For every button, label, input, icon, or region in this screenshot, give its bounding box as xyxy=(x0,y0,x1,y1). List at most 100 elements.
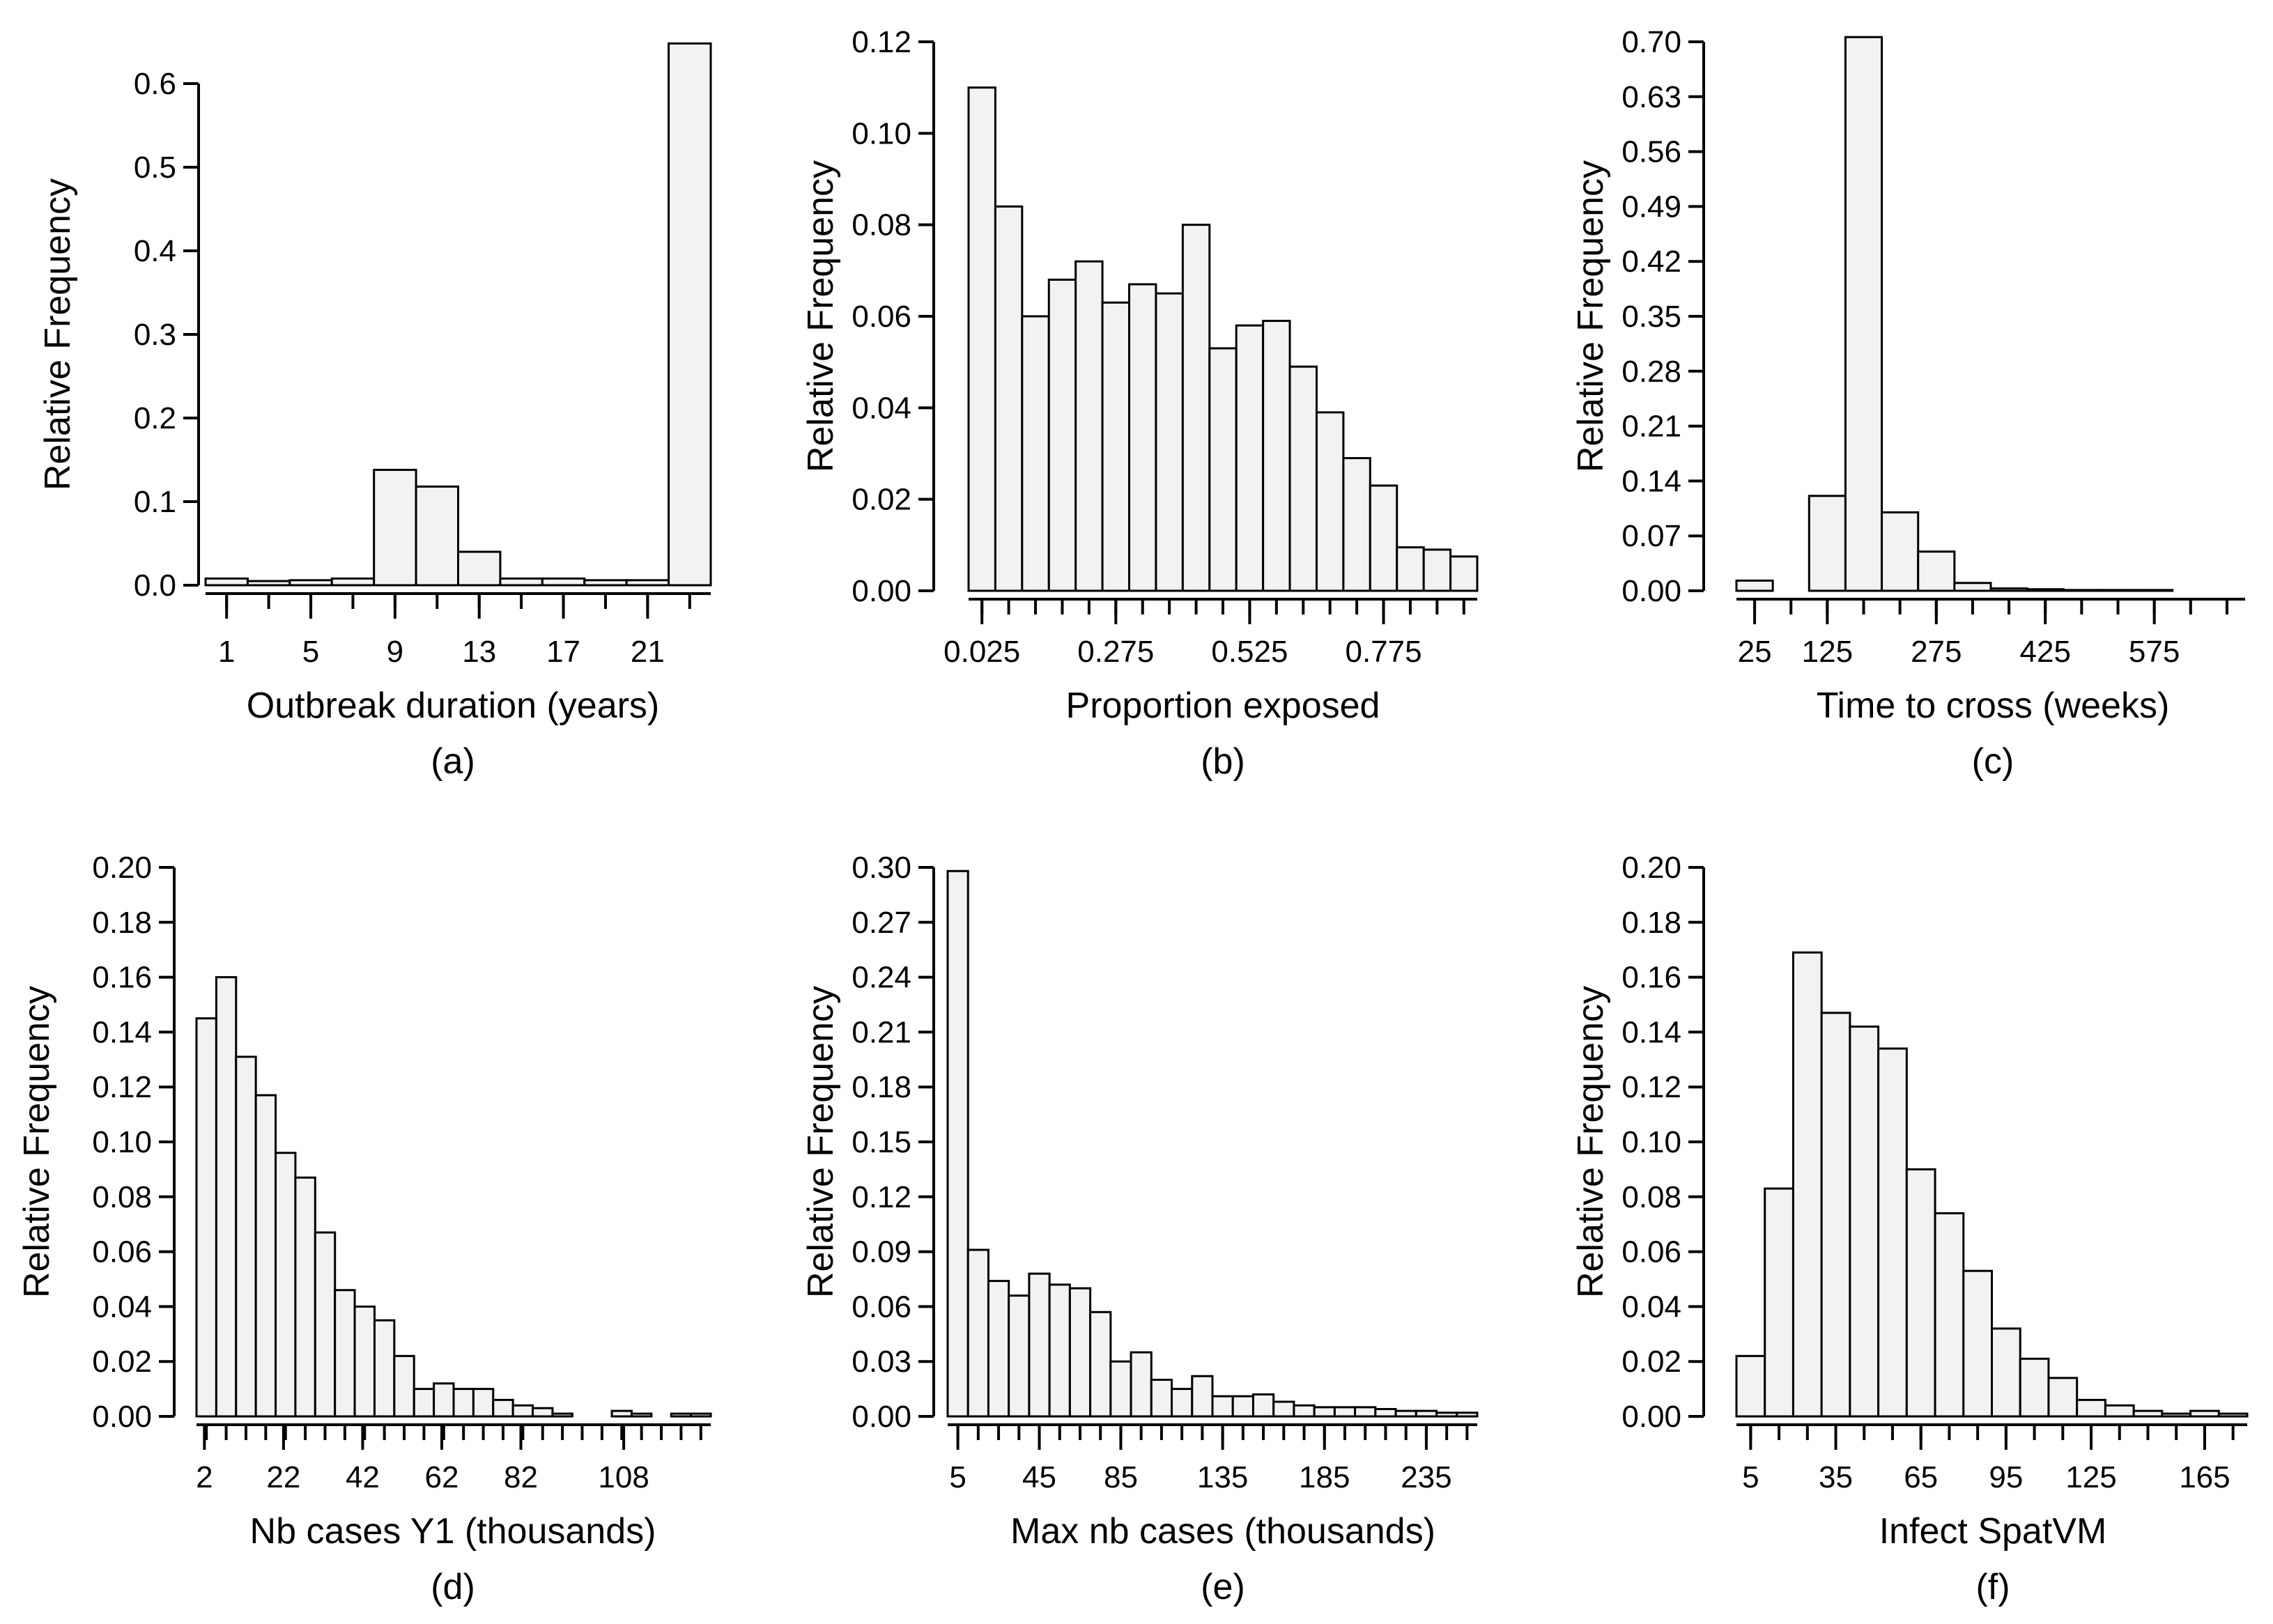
bar xyxy=(1881,511,1920,592)
bar xyxy=(2047,1377,2079,1418)
bar xyxy=(1354,1406,1377,1418)
y-tick-label: 0.12 xyxy=(1621,1070,1681,1104)
bar xyxy=(2217,1412,2249,1418)
panel-f: 0.00 0.02 0.04 0.06 0.08 0.10 0.12 0.14 0.16 0.18… xyxy=(1571,851,2249,1607)
y-tick-label: 0.06 xyxy=(1621,1235,1681,1269)
panel-label: (b) xyxy=(1201,741,1245,782)
x-tick-label: 165 xyxy=(2179,1460,2230,1494)
y-tick-label: 0.00 xyxy=(852,574,911,608)
x-tick-label: 65 xyxy=(1904,1460,1938,1494)
bar xyxy=(1235,324,1265,592)
bar xyxy=(1021,315,1050,592)
x-tick-label: 135 xyxy=(1197,1460,1248,1494)
bar xyxy=(294,1176,316,1418)
y-axis-label: Relative Frequency xyxy=(801,160,841,472)
bar xyxy=(215,976,238,1418)
y-tick-label: 0.16 xyxy=(92,961,152,995)
y-tick-label: 0.16 xyxy=(1621,961,1681,995)
bar xyxy=(1735,579,1774,592)
y-tick-label: 0.12 xyxy=(92,1070,152,1104)
y-tick-label: 0.3 xyxy=(134,318,176,352)
y-tick-label: 0.08 xyxy=(852,208,911,242)
x-tick-label: 5 xyxy=(949,1460,966,1494)
bar xyxy=(1435,1412,1458,1418)
bar xyxy=(330,577,376,587)
y-tick-label: 0.00 xyxy=(1621,574,1681,608)
x-tick-label: 235 xyxy=(1401,1460,1451,1494)
x-tick-label: 2 xyxy=(196,1460,213,1494)
bar xyxy=(1074,260,1104,592)
bar xyxy=(1917,550,1956,592)
x-tick-label: 13 xyxy=(462,635,496,669)
y-tick-label: 0.28 xyxy=(1621,355,1681,389)
bar xyxy=(415,485,459,587)
bar xyxy=(472,1388,495,1418)
bar xyxy=(1047,278,1077,592)
bar xyxy=(532,1407,554,1418)
x-tick-label: 45 xyxy=(1022,1460,1056,1494)
bar xyxy=(1208,347,1238,592)
bar xyxy=(1262,320,1291,592)
y-tick-label: 0.1 xyxy=(134,485,176,519)
y-tick-label: 0.30 xyxy=(852,851,911,885)
bar xyxy=(433,1382,455,1418)
panel-label: (f) xyxy=(1975,1567,2010,1607)
panel-label: (d) xyxy=(431,1567,475,1607)
y-tick-label: 0.6 xyxy=(134,67,176,101)
y-tick-label: 0.09 xyxy=(852,1235,911,1269)
bar xyxy=(1150,1378,1173,1418)
bar xyxy=(670,1412,693,1418)
bar xyxy=(373,1319,396,1418)
x-tick-label: 22 xyxy=(266,1460,300,1494)
bar xyxy=(690,1412,712,1418)
panel-label: (e) xyxy=(1201,1567,1245,1607)
x-axis-label: Max nb cases (thousands) xyxy=(1010,1511,1435,1552)
x-axis-label: Proportion exposed xyxy=(1066,686,1380,726)
bar xyxy=(373,468,417,587)
panel-e: 0.00 0.03 0.06 0.09 0.12 0.15 0.18 0.21 0.24 0.27… xyxy=(801,851,1479,1607)
bar xyxy=(1068,1287,1092,1418)
bar xyxy=(966,1248,989,1418)
bar xyxy=(1934,1212,1965,1418)
y-axis-label: Relative Frequency xyxy=(38,178,78,490)
bar xyxy=(2098,589,2138,592)
y-tick-label: 0.15 xyxy=(852,1125,911,1159)
x-tick-label: 5 xyxy=(302,635,319,669)
y-tick-label: 0.08 xyxy=(92,1180,152,1214)
x-tick-label: 5 xyxy=(1742,1460,1759,1494)
y-tick-label: 0.04 xyxy=(1621,1290,1681,1324)
bar xyxy=(2189,1409,2220,1418)
bar xyxy=(625,579,670,587)
bar xyxy=(246,580,291,587)
y-tick-label: 0.24 xyxy=(852,961,911,995)
y-tick-label: 0.35 xyxy=(1621,300,1681,334)
bar xyxy=(2161,1412,2192,1418)
y-tick-label: 0.00 xyxy=(1621,1400,1681,1434)
bar xyxy=(1109,1360,1132,1418)
bar xyxy=(1844,36,1883,592)
x-tick-label: 42 xyxy=(346,1460,380,1494)
x-tick-label: 125 xyxy=(1802,635,1853,669)
bar xyxy=(2132,1409,2164,1418)
y-tick-label: 0.02 xyxy=(1621,1345,1681,1379)
bar xyxy=(541,577,586,587)
bar xyxy=(1101,301,1131,592)
y-tick-label: 0.0 xyxy=(134,569,176,603)
bar xyxy=(1008,1294,1031,1418)
bar xyxy=(630,1412,653,1418)
bar xyxy=(1374,1407,1397,1418)
bar xyxy=(2135,589,2174,592)
bar xyxy=(1764,1187,1794,1418)
bar xyxy=(1231,1395,1254,1418)
bar xyxy=(2076,1398,2106,1418)
bar xyxy=(1877,1047,1908,1418)
bar xyxy=(1333,1406,1357,1418)
y-tick-label: 0.14 xyxy=(1621,1015,1681,1049)
bar xyxy=(1953,582,1992,592)
x-tick-label: 0.275 xyxy=(1077,635,1154,669)
bar xyxy=(452,1388,475,1418)
bar xyxy=(275,1152,297,1418)
bar xyxy=(1396,546,1425,592)
y-tick-label: 0.63 xyxy=(1621,80,1681,114)
y-tick-label: 0.49 xyxy=(1621,190,1681,224)
